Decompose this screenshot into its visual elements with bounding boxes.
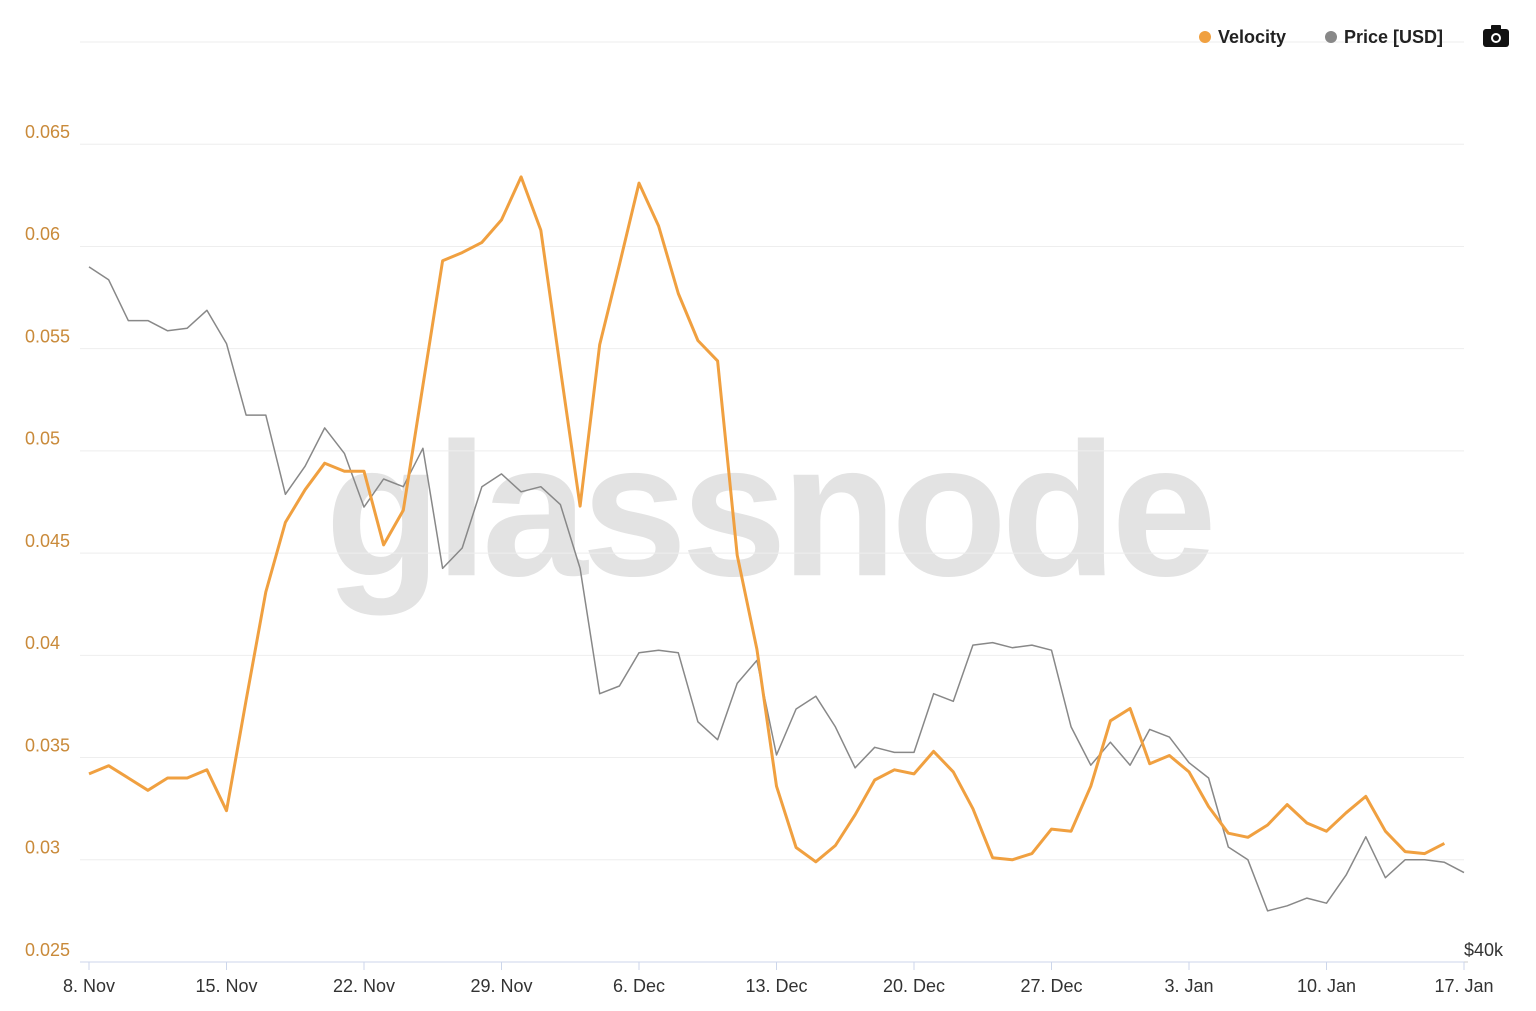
x-tick-label: 13. Dec [745,976,807,996]
watermark: glassnode [325,404,1211,616]
x-tick-label: 17. Jan [1434,976,1493,996]
x-tick-label: 22. Nov [333,976,395,996]
camera-icon[interactable] [1483,25,1509,47]
y-tick-label: 0.065 [25,122,70,142]
x-tick-label: 8. Nov [63,976,115,996]
y-tick-label: 0.05 [25,429,60,449]
x-tick-label: 10. Jan [1297,976,1356,996]
legend-marker [1199,31,1211,43]
y-tick-label: 0.06 [25,224,60,244]
x-tick-label: 27. Dec [1020,976,1082,996]
legend-marker [1325,31,1337,43]
y-tick-label: 0.025 [25,940,70,960]
x-tick-label: 15. Nov [195,976,257,996]
x-tick-label: 6. Dec [613,976,665,996]
x-tick-label: 3. Jan [1164,976,1213,996]
y2-tick-label: $40k [1464,940,1504,960]
legend-label: Velocity [1218,27,1286,47]
line-series [88,266,1465,912]
x-tick-label: 20. Dec [883,976,945,996]
y-tick-label: 0.03 [25,838,60,858]
y-tick-label: 0.045 [25,531,70,551]
legend-label: Price [USD] [1344,27,1443,47]
y-tick-label: 0.035 [25,735,70,755]
y-tick-label: 0.055 [25,326,70,346]
x-tick-label: 29. Nov [470,976,532,996]
y-tick-label: 0.04 [25,633,60,653]
line-series [88,175,1446,864]
